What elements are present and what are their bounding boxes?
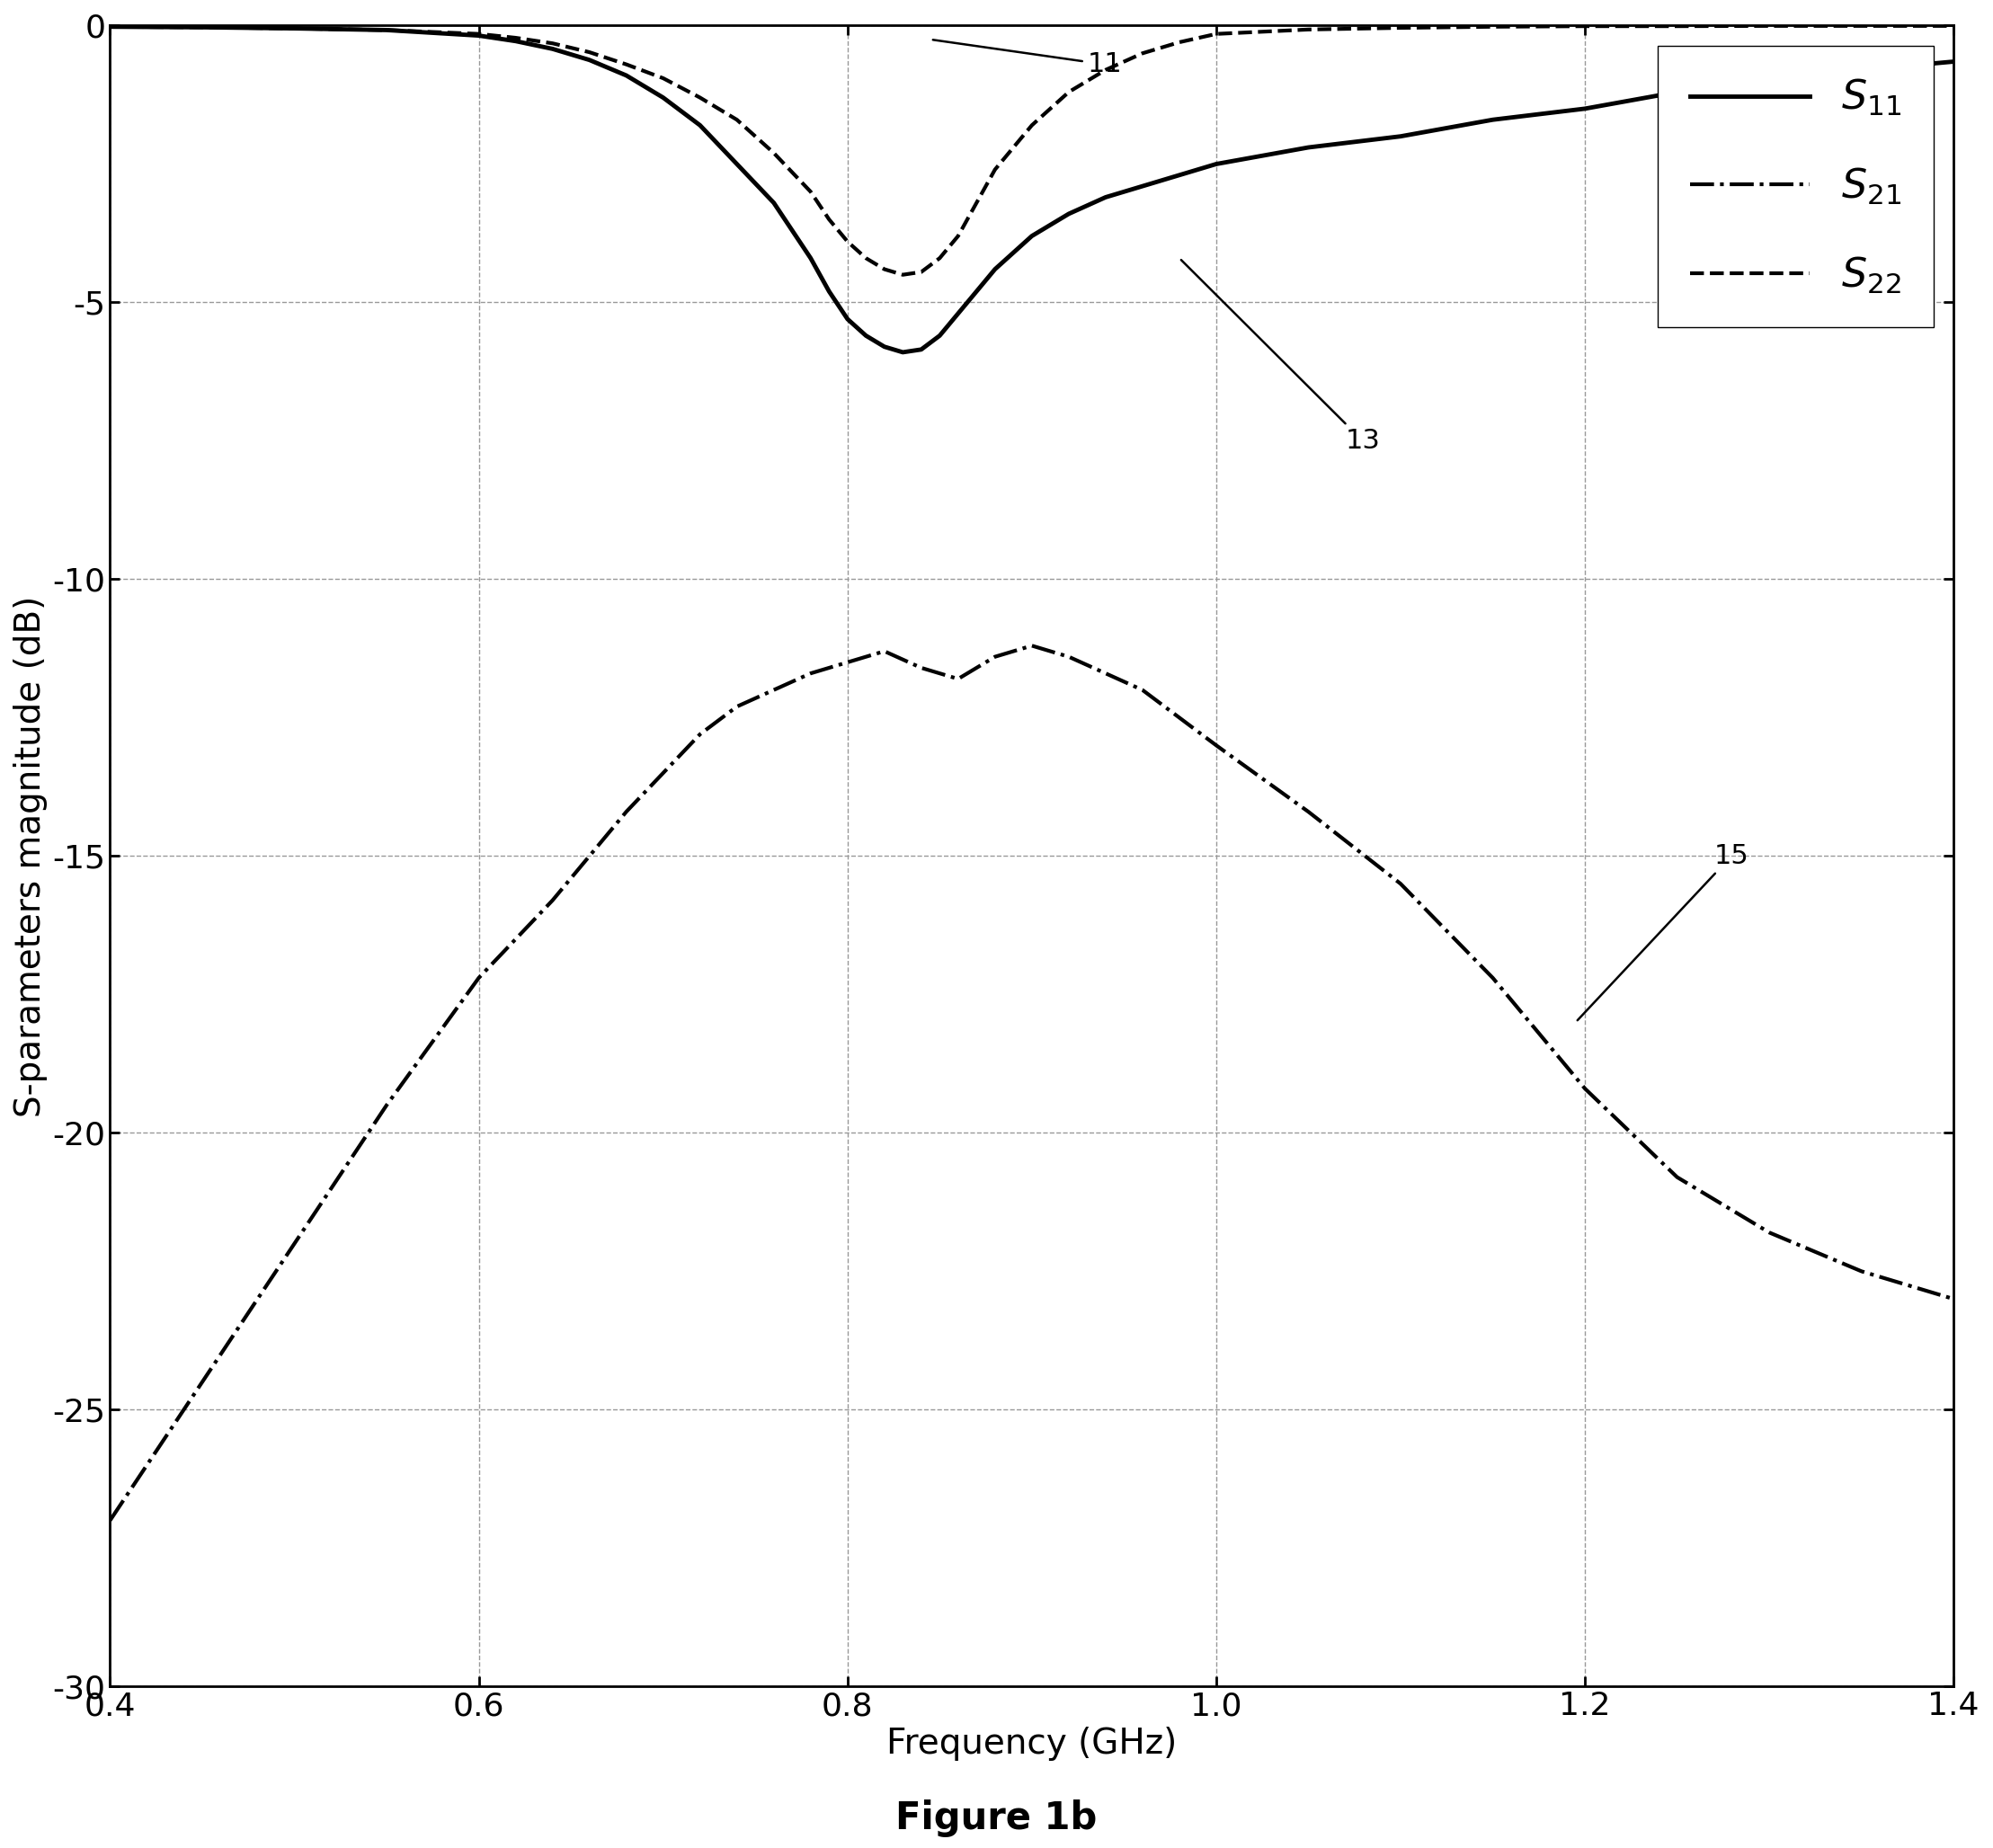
Y-axis label: S-parameters magnitude (dB): S-parameters magnitude (dB) [14,595,48,1116]
Text: 13: 13 [1182,261,1381,455]
Text: 11: 11 [933,41,1122,78]
Text: Figure 1b: Figure 1b [895,1800,1098,1837]
Text: 15: 15 [1576,843,1748,1020]
Legend: $\mathit{S}_{11}$, $\mathit{S}_{21}$, $\mathit{S}_{22}$: $\mathit{S}_{11}$, $\mathit{S}_{21}$, $\… [1658,46,1933,327]
X-axis label: Frequency (GHz): Frequency (GHz) [887,1726,1178,1761]
